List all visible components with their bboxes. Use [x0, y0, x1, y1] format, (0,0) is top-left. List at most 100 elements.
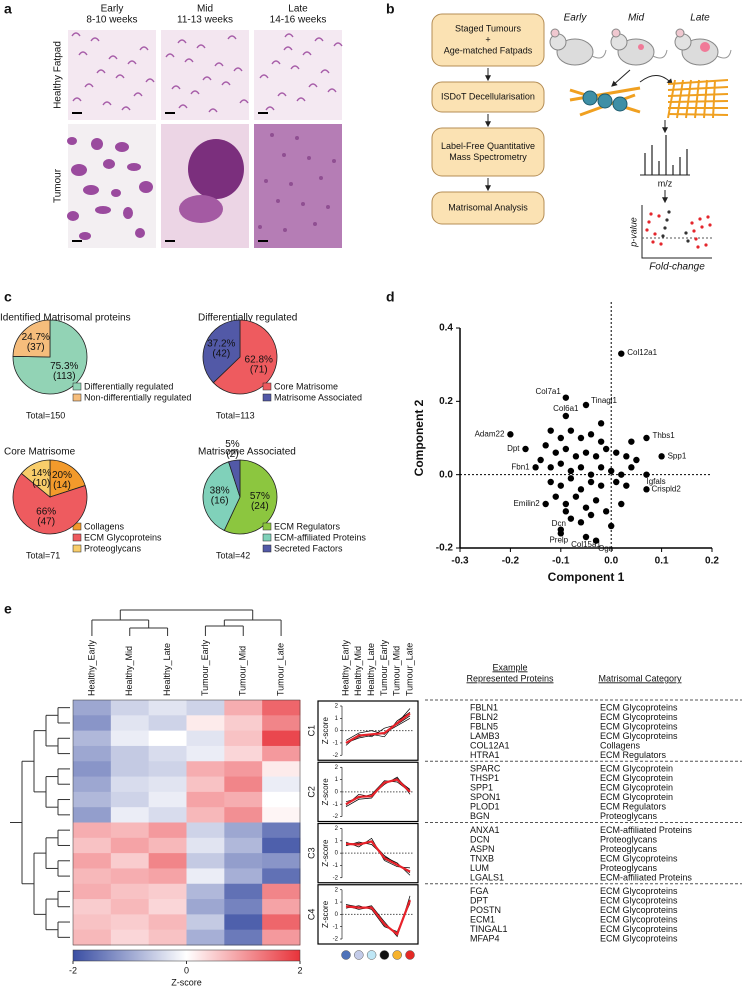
cluster-label: C4 [306, 909, 316, 921]
scatter-point [587, 478, 595, 486]
group-marker [379, 950, 390, 960]
pie-count-label: (24) [251, 501, 269, 512]
protein-cell: MFAP4 [470, 934, 500, 944]
pie-value-label: 62.8% [245, 355, 273, 366]
workflow-step: Age-matched Fatpads [444, 45, 533, 55]
histology-image [161, 30, 249, 120]
heatmap-cell [262, 868, 301, 885]
cell [582, 90, 598, 106]
tissue-fibre [178, 104, 188, 109]
category-cell: Proteoglycans [600, 844, 658, 854]
stage-label: Late [690, 13, 710, 24]
scatter-point [542, 500, 549, 508]
pie-count-label: (113) [53, 371, 76, 382]
point-label: Dcn [552, 519, 566, 528]
heatmap-cell [148, 899, 187, 915]
point-label: Ogn [598, 544, 613, 553]
workflow-step: Matrisomal Analysis [448, 202, 528, 212]
pie-slice [202, 319, 241, 384]
category-cell: ECM Glycoproteins [600, 702, 678, 712]
profile-y-title: Z-score [321, 717, 330, 745]
weeks-label: 8-10 weeks [86, 15, 137, 26]
workflow-step: + [485, 34, 490, 44]
tissue-fibre [71, 32, 81, 37]
category-cell: ECM Glycoprotein [600, 773, 673, 783]
tissue-fibre [333, 42, 343, 47]
point-label: Col12a1 [627, 348, 657, 357]
pie-slice [202, 461, 241, 532]
workflow-step: Label-Free Quantitative [441, 141, 535, 151]
tumour-nodule [103, 159, 115, 169]
heatmap-cell [224, 853, 263, 869]
mouse-body [556, 38, 594, 66]
volcano-dot [700, 225, 704, 229]
tissue-fibre [239, 99, 249, 104]
tissue-fibre [271, 60, 281, 65]
protein-cell: SPP1 [470, 783, 493, 793]
panel-label: c [4, 289, 12, 305]
heatmap-cell [262, 822, 301, 839]
protein-cell: PLOD1 [470, 802, 500, 812]
heatmap-cell [186, 899, 225, 915]
point-label: Col7a1 [535, 387, 561, 396]
pie-total: Total=71 [26, 550, 60, 560]
heatmap-cell [73, 929, 112, 946]
heatmap-cell [73, 868, 112, 885]
scatter-point [567, 467, 575, 475]
scatter-point [587, 431, 595, 438]
tissue-fibre [115, 74, 125, 79]
heatmap-cell [186, 715, 225, 732]
ecm-fibre [703, 79, 708, 119]
profile-box [317, 700, 419, 761]
scatter-point [572, 453, 580, 460]
tissue-speck [319, 176, 323, 180]
tissue-fibre [327, 88, 337, 93]
tissue-fibre [296, 97, 306, 102]
x-axis-title: Component 1 [548, 570, 625, 584]
scatter-point [567, 515, 575, 522]
heatmap-cell [73, 730, 112, 747]
profile-y-tick-label: 1 [335, 777, 339, 783]
pie-value-label: 24.7% [22, 332, 50, 343]
group-marker [392, 950, 402, 960]
tissue-speck [282, 153, 286, 157]
workflow-box [431, 127, 545, 177]
profile-y-tick-label: 1 [335, 716, 339, 722]
heatmap-cell [262, 745, 301, 762]
profile-y-title: Z-score [321, 839, 330, 867]
legend-swatch [262, 544, 272, 553]
heatmap-cell [148, 776, 187, 793]
protein-cell: LUM [470, 863, 489, 873]
tissue-fibre [121, 106, 131, 111]
stage-label: Late [288, 4, 308, 15]
volcano-dot [663, 226, 667, 230]
profile-y-tick-label: -2 [333, 753, 339, 759]
point-label: Prelp [549, 535, 568, 544]
heatmap-cell [262, 914, 301, 931]
scatter-point [537, 456, 544, 464]
heatmap-cell [262, 730, 301, 747]
tumour-nodule [83, 185, 99, 195]
column-label: Healthy_Mid [353, 646, 363, 696]
tumour-nodule [95, 206, 111, 214]
heatmap-cell [148, 883, 187, 900]
scatter-point [623, 453, 630, 460]
scatter-point [552, 493, 559, 500]
scatter-point [597, 420, 605, 427]
scatter-point [587, 471, 595, 478]
stage-label: Mid [197, 4, 213, 15]
y-tick-label: 0.2 [439, 396, 453, 407]
profile-y-tick-label: 1 [335, 838, 339, 844]
heatmap-cell [148, 791, 187, 808]
heatmap-cell [186, 929, 225, 946]
profile-y-tick-label: 1 [335, 900, 339, 906]
heatmap-cell [110, 914, 150, 931]
scatter-point [613, 449, 620, 456]
protein-cell: BGN [470, 811, 490, 821]
y-tick-label: 0.4 [439, 323, 453, 334]
scatter-point [547, 478, 554, 486]
protein-cell: LAMB3 [470, 731, 500, 741]
heatmap-cell [110, 761, 150, 778]
tissue-fibre [208, 108, 218, 113]
